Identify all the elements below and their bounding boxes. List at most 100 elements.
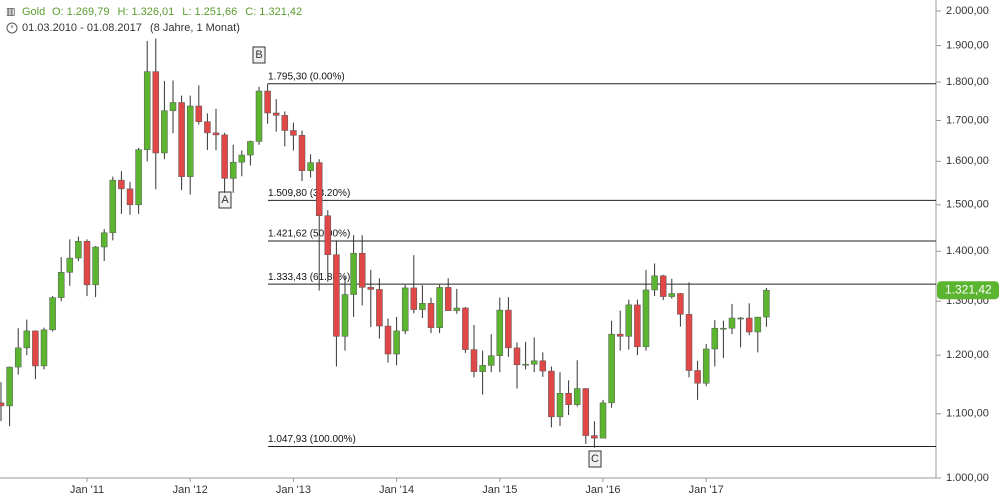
candle-body [6,366,13,407]
candle-body [591,435,598,439]
candle-body [487,355,495,366]
last-price-box [937,281,999,300]
candle-body [212,132,220,136]
candle-body [315,162,323,216]
candle-body [625,304,633,337]
field-value: 1.269,79 [67,6,110,18]
y-tick-label: 1.000,00 [946,472,989,484]
point-box [588,450,602,468]
candle-body [711,327,719,350]
candle-body [530,360,538,365]
last-price-label: 1.321,42 [945,282,992,296]
candle-body [0,402,5,407]
candle-body [556,393,564,418]
candle-body [384,325,392,355]
candle-body [92,246,99,286]
candle-body [14,347,22,368]
date-range: 01.03.2010 - 01.08.2017 [22,22,142,34]
field-label: C: [245,6,256,18]
level-label: 1.333,43 (61.80%) [268,272,350,283]
candle-body [496,309,504,356]
candle-body [204,121,211,134]
header: ▥ Gold O: 1.269,79 H: 1.326,01 L: 1.251,66 C: 1… [6,6,302,34]
x-tick-label: Jan '13 [276,484,311,496]
point-b: B [252,46,266,64]
candle-body [462,307,469,350]
candle-body [83,241,91,286]
candle-body [272,112,280,116]
candle-body [49,297,56,331]
candle-body [763,289,770,318]
x-tick-label: Jan '14 [379,484,414,496]
candle-body [40,329,48,367]
candle-body [333,254,340,337]
candle-body [737,317,744,320]
candle-body [109,179,117,234]
candle-body [410,287,418,310]
candle-body [702,348,710,384]
candle-body [634,304,641,348]
candle-body [118,179,125,190]
x-tick-label: Jan '17 [689,484,724,496]
candle-body [135,149,142,206]
candle-body [367,287,375,290]
candle-body [290,130,297,136]
candle-body [350,252,357,295]
candle-body [238,154,246,163]
candle-body [728,317,736,329]
field-label: O: [52,6,64,18]
y-tick-label: 1.200,00 [946,349,989,361]
field-value: 1.251,66 [194,6,237,18]
candle-body [247,141,254,156]
y-tick-label: 1.700,00 [946,114,989,126]
y-tick-label: 1.600,00 [946,155,989,167]
point-a: A [218,191,232,209]
level-label: 1.047,93 (100.00%) [268,434,356,445]
candle-body [565,393,572,405]
candle-body [745,317,753,333]
point-label: C [591,453,599,465]
candle-body [599,402,607,439]
candle-body [75,241,82,259]
candle-body [341,294,349,337]
icon: ▥ [6,7,15,18]
level-label: 1.795,30 (0.00%) [268,71,345,82]
point-box [252,46,266,64]
level-label: 1.509,80 (38.20%) [268,188,350,199]
candle-body [126,188,134,206]
candle-body [608,333,615,404]
candle-body [668,293,676,297]
y-tick-label: 1.100,00 [946,408,989,420]
candle-body [195,105,203,122]
candle-body [720,327,727,330]
candle-body [573,388,581,405]
candle-body [143,71,151,150]
x-tick-label: Jan '16 [585,484,620,496]
candle-body [444,287,452,311]
x-tick-label: Jan '12 [173,484,208,496]
field-label: H: [117,6,128,18]
candle-body [651,275,658,291]
y-tick-label: 1.500,00 [946,199,989,211]
candle-body [32,330,39,367]
candle-body [642,289,650,348]
x-tick-label: Jan '15 [482,484,517,496]
candle-body [66,257,74,273]
candle-body [23,330,31,349]
candle-body [694,370,701,384]
clock-icon [6,22,18,34]
field-label: L: [182,6,191,18]
point-label: A [221,194,229,206]
candle-body [376,289,383,327]
header-fields: O: 1.269,79 H: 1.326,01 L: 1.251,66 C: 1.321,42 [52,6,302,18]
duration: (8 Jahre, 1 Monat) [150,22,240,34]
candle-body [264,90,271,114]
candle-body [436,287,443,328]
candle-body [393,330,400,355]
candle-body [539,360,547,372]
point-label: B [255,49,262,61]
candle-body [255,90,263,142]
y-tick-label: 1.800,00 [946,76,989,88]
candle-body [582,388,590,436]
